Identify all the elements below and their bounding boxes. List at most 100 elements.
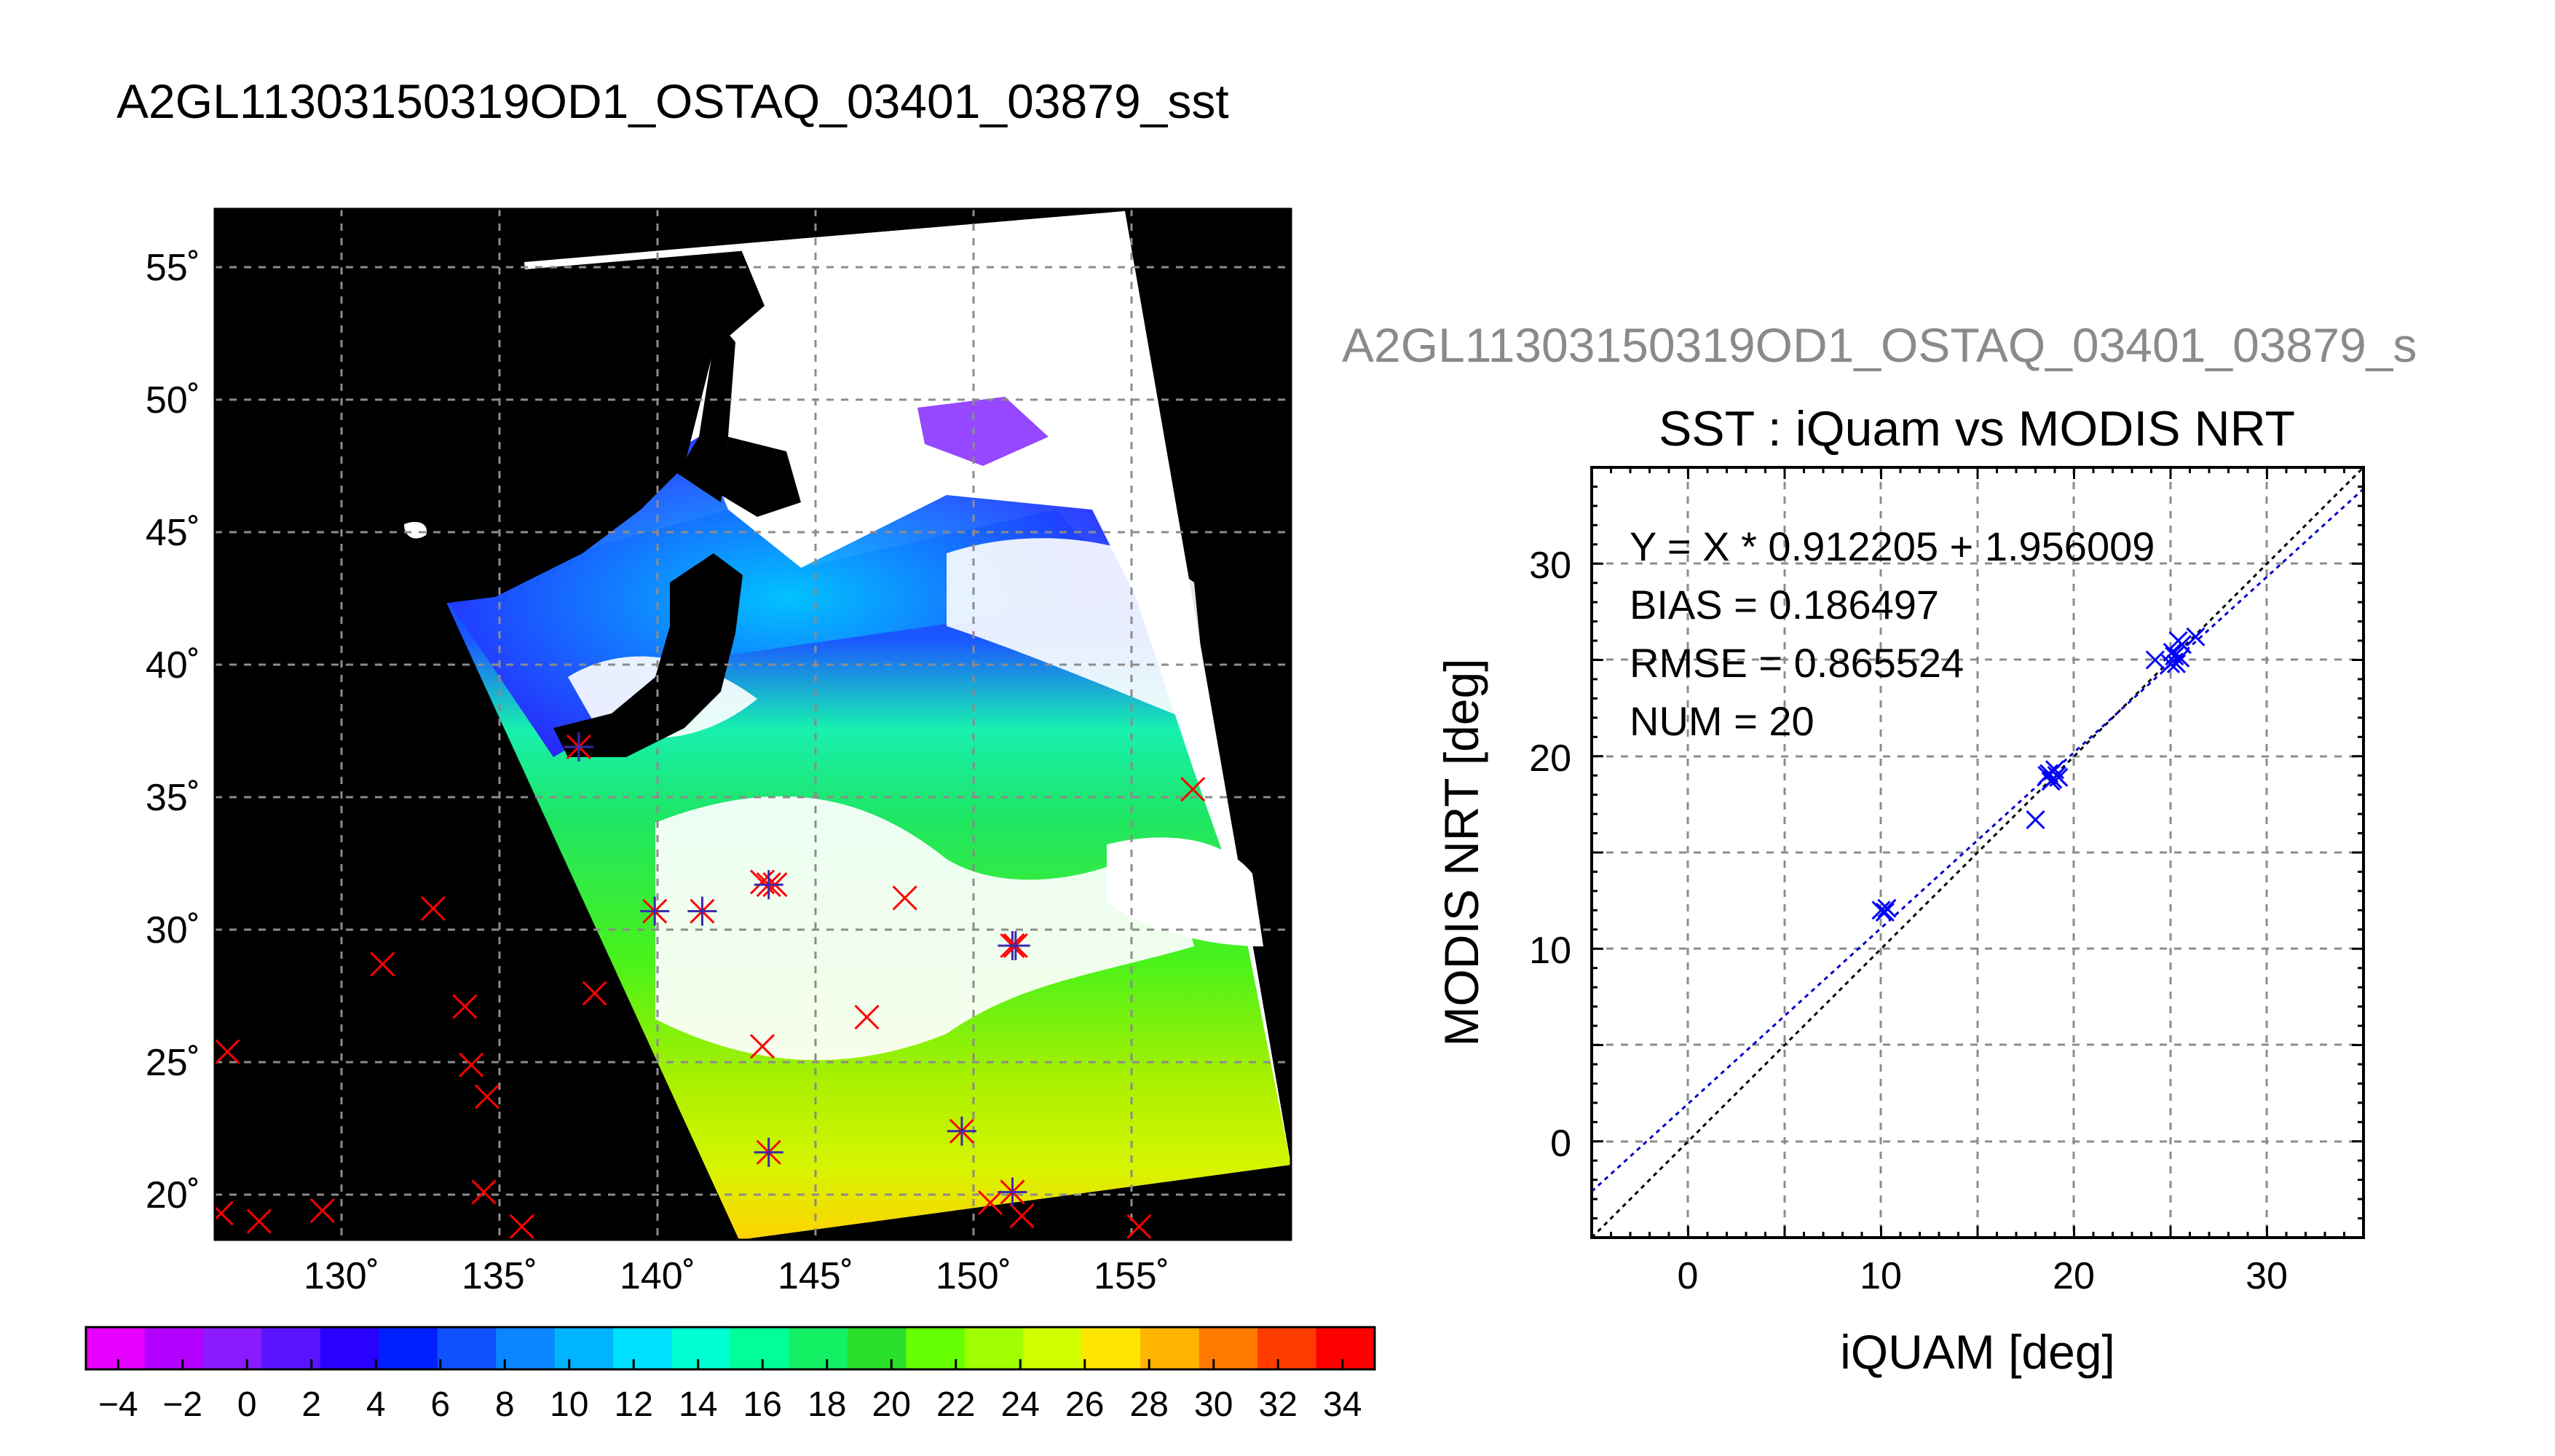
colorbar-tick-label: −4 xyxy=(98,1385,138,1424)
insitu-marker xyxy=(215,1039,240,1064)
scatter-point xyxy=(2039,764,2059,783)
lon-tick: 145˚ xyxy=(778,1255,853,1297)
insitu-marker xyxy=(452,994,478,1019)
colorbar-segment xyxy=(789,1327,848,1369)
colorbar-frame xyxy=(84,1326,1376,1371)
scatter-point xyxy=(2165,646,2184,666)
colorbar-tick-label: 10 xyxy=(550,1385,588,1424)
colorbar-ticks: −4 −2 0 2 4 6 8 10 12 14 16 18 20 22 24 26 28 30 32 34 xyxy=(98,1359,1362,1424)
colorbar-segment xyxy=(202,1327,262,1369)
x-tick: 20 xyxy=(2053,1255,2095,1297)
insitu-marker xyxy=(749,1034,775,1059)
map-title: A2GL11303150319OD1_OSTAQ_03401_03879_sst xyxy=(117,74,1229,128)
scatter-point xyxy=(1871,901,1891,920)
colorbar-segment xyxy=(1023,1327,1083,1369)
scatter-point xyxy=(2186,627,2205,646)
colorbar-segment xyxy=(1081,1327,1141,1369)
scatter-point xyxy=(2026,810,2045,830)
colorbar-tick-label: 34 xyxy=(1323,1385,1362,1424)
insitu-marker xyxy=(459,1052,484,1077)
scatter-point xyxy=(2163,642,2182,662)
scatter-points xyxy=(1871,627,2205,922)
colorbar-tick-label: 16 xyxy=(743,1385,782,1424)
matchup-marker xyxy=(754,870,783,900)
colorbar-segment xyxy=(437,1327,497,1369)
insitu-marker xyxy=(246,1208,272,1234)
colorbar-segment xyxy=(86,1327,145,1369)
colorbar-segment xyxy=(964,1327,1024,1369)
matchup-marker xyxy=(998,1177,1027,1207)
lat-tick: 20˚ xyxy=(146,1174,200,1216)
scatter-point xyxy=(1877,898,1897,918)
identity-line xyxy=(1592,467,2364,1238)
x-tick: 30 xyxy=(2246,1255,2288,1297)
colorbar-tick-label: 0 xyxy=(237,1385,257,1424)
insitu-marker xyxy=(509,1214,534,1239)
colorbar-segment xyxy=(320,1327,379,1369)
insitu-marker xyxy=(309,1198,335,1224)
colorbar-segment xyxy=(1257,1327,1317,1369)
insitu-marker xyxy=(977,1190,1003,1216)
insitu-marker xyxy=(582,981,607,1006)
lon-tick: 140˚ xyxy=(620,1255,695,1297)
colorbar-segment xyxy=(1198,1327,1258,1369)
colorbar-segment xyxy=(144,1327,204,1369)
stat-num: NUM = 20 xyxy=(1630,698,1814,744)
scatter-title: SST : iQuam vs MODIS NRT xyxy=(1659,401,2295,456)
purple-region xyxy=(917,397,1049,466)
land-asia xyxy=(437,218,765,604)
colorbar-tick-label: 2 xyxy=(301,1385,321,1424)
scatter-point xyxy=(2145,650,2165,670)
colorbar-segment xyxy=(379,1327,438,1369)
colorbar-tick-label: −2 xyxy=(162,1385,202,1424)
map-frame xyxy=(213,207,1292,1241)
land-hokkaido xyxy=(721,437,801,517)
insitu-marker xyxy=(471,1179,497,1205)
lat-tick: 25˚ xyxy=(146,1042,200,1084)
colorbar xyxy=(86,1327,1375,1369)
matchup-marker xyxy=(564,732,593,761)
sst-map xyxy=(215,209,1291,1240)
insitu-marker xyxy=(474,1084,499,1109)
scatter-minor-ticks xyxy=(1590,466,2365,1239)
cloud-1 xyxy=(655,796,1194,1061)
lat-tick: 55˚ xyxy=(146,247,200,289)
y-tick: 20 xyxy=(1529,737,1571,780)
colorbar-tick-label: 4 xyxy=(366,1385,386,1424)
insitu-marker xyxy=(215,1200,234,1226)
colorbar-segment xyxy=(847,1327,907,1369)
colorbar-segment xyxy=(730,1327,789,1369)
lon-tick: 130˚ xyxy=(304,1255,379,1297)
colorbar-tick-label: 30 xyxy=(1194,1385,1233,1424)
colorbar-segment xyxy=(1316,1327,1375,1369)
colorbar-tick-label: 18 xyxy=(807,1385,846,1424)
lat-tick: 45˚ xyxy=(146,512,200,554)
matchup-marker xyxy=(687,896,717,926)
colorbar-tick-label: 20 xyxy=(872,1385,911,1424)
island-white xyxy=(404,521,427,539)
lat-tick: 30˚ xyxy=(146,909,200,951)
lat-tick: 50˚ xyxy=(146,379,200,422)
colorbar-segment xyxy=(671,1327,731,1369)
lat-tick: 40˚ xyxy=(146,644,200,687)
y-tick: 10 xyxy=(1529,930,1571,972)
matchup-marker xyxy=(640,896,670,926)
scatter-plot-area xyxy=(1592,467,2364,1238)
lon-tick: 155˚ xyxy=(1094,1255,1169,1297)
colorbar-segment xyxy=(554,1327,614,1369)
land-sakhalin xyxy=(677,320,735,502)
y-tick: 30 xyxy=(1529,545,1571,587)
scatter-grid xyxy=(1592,467,2364,1238)
matchup-marker xyxy=(754,1137,783,1167)
lat-axis: 55˚ 50˚ 45˚ 40˚ 35˚ 30˚ 25˚ 20˚ xyxy=(146,247,200,1216)
colorbar-tick-label: 24 xyxy=(1001,1385,1040,1424)
insitu-marker xyxy=(1009,1203,1035,1229)
x-tick: 0 xyxy=(1678,1255,1699,1297)
map-markers xyxy=(215,732,1206,1239)
colorbar-tick-label: 22 xyxy=(936,1385,975,1424)
stat-bias: BIAS = 0.186497 xyxy=(1630,582,1939,628)
y-axis-label: MODIS NRT [deg] xyxy=(1434,658,1488,1046)
stat-fit-equation: Y = X * 0.912205 + 1.956009 xyxy=(1630,523,2155,569)
x-tick: 10 xyxy=(1860,1255,1902,1297)
